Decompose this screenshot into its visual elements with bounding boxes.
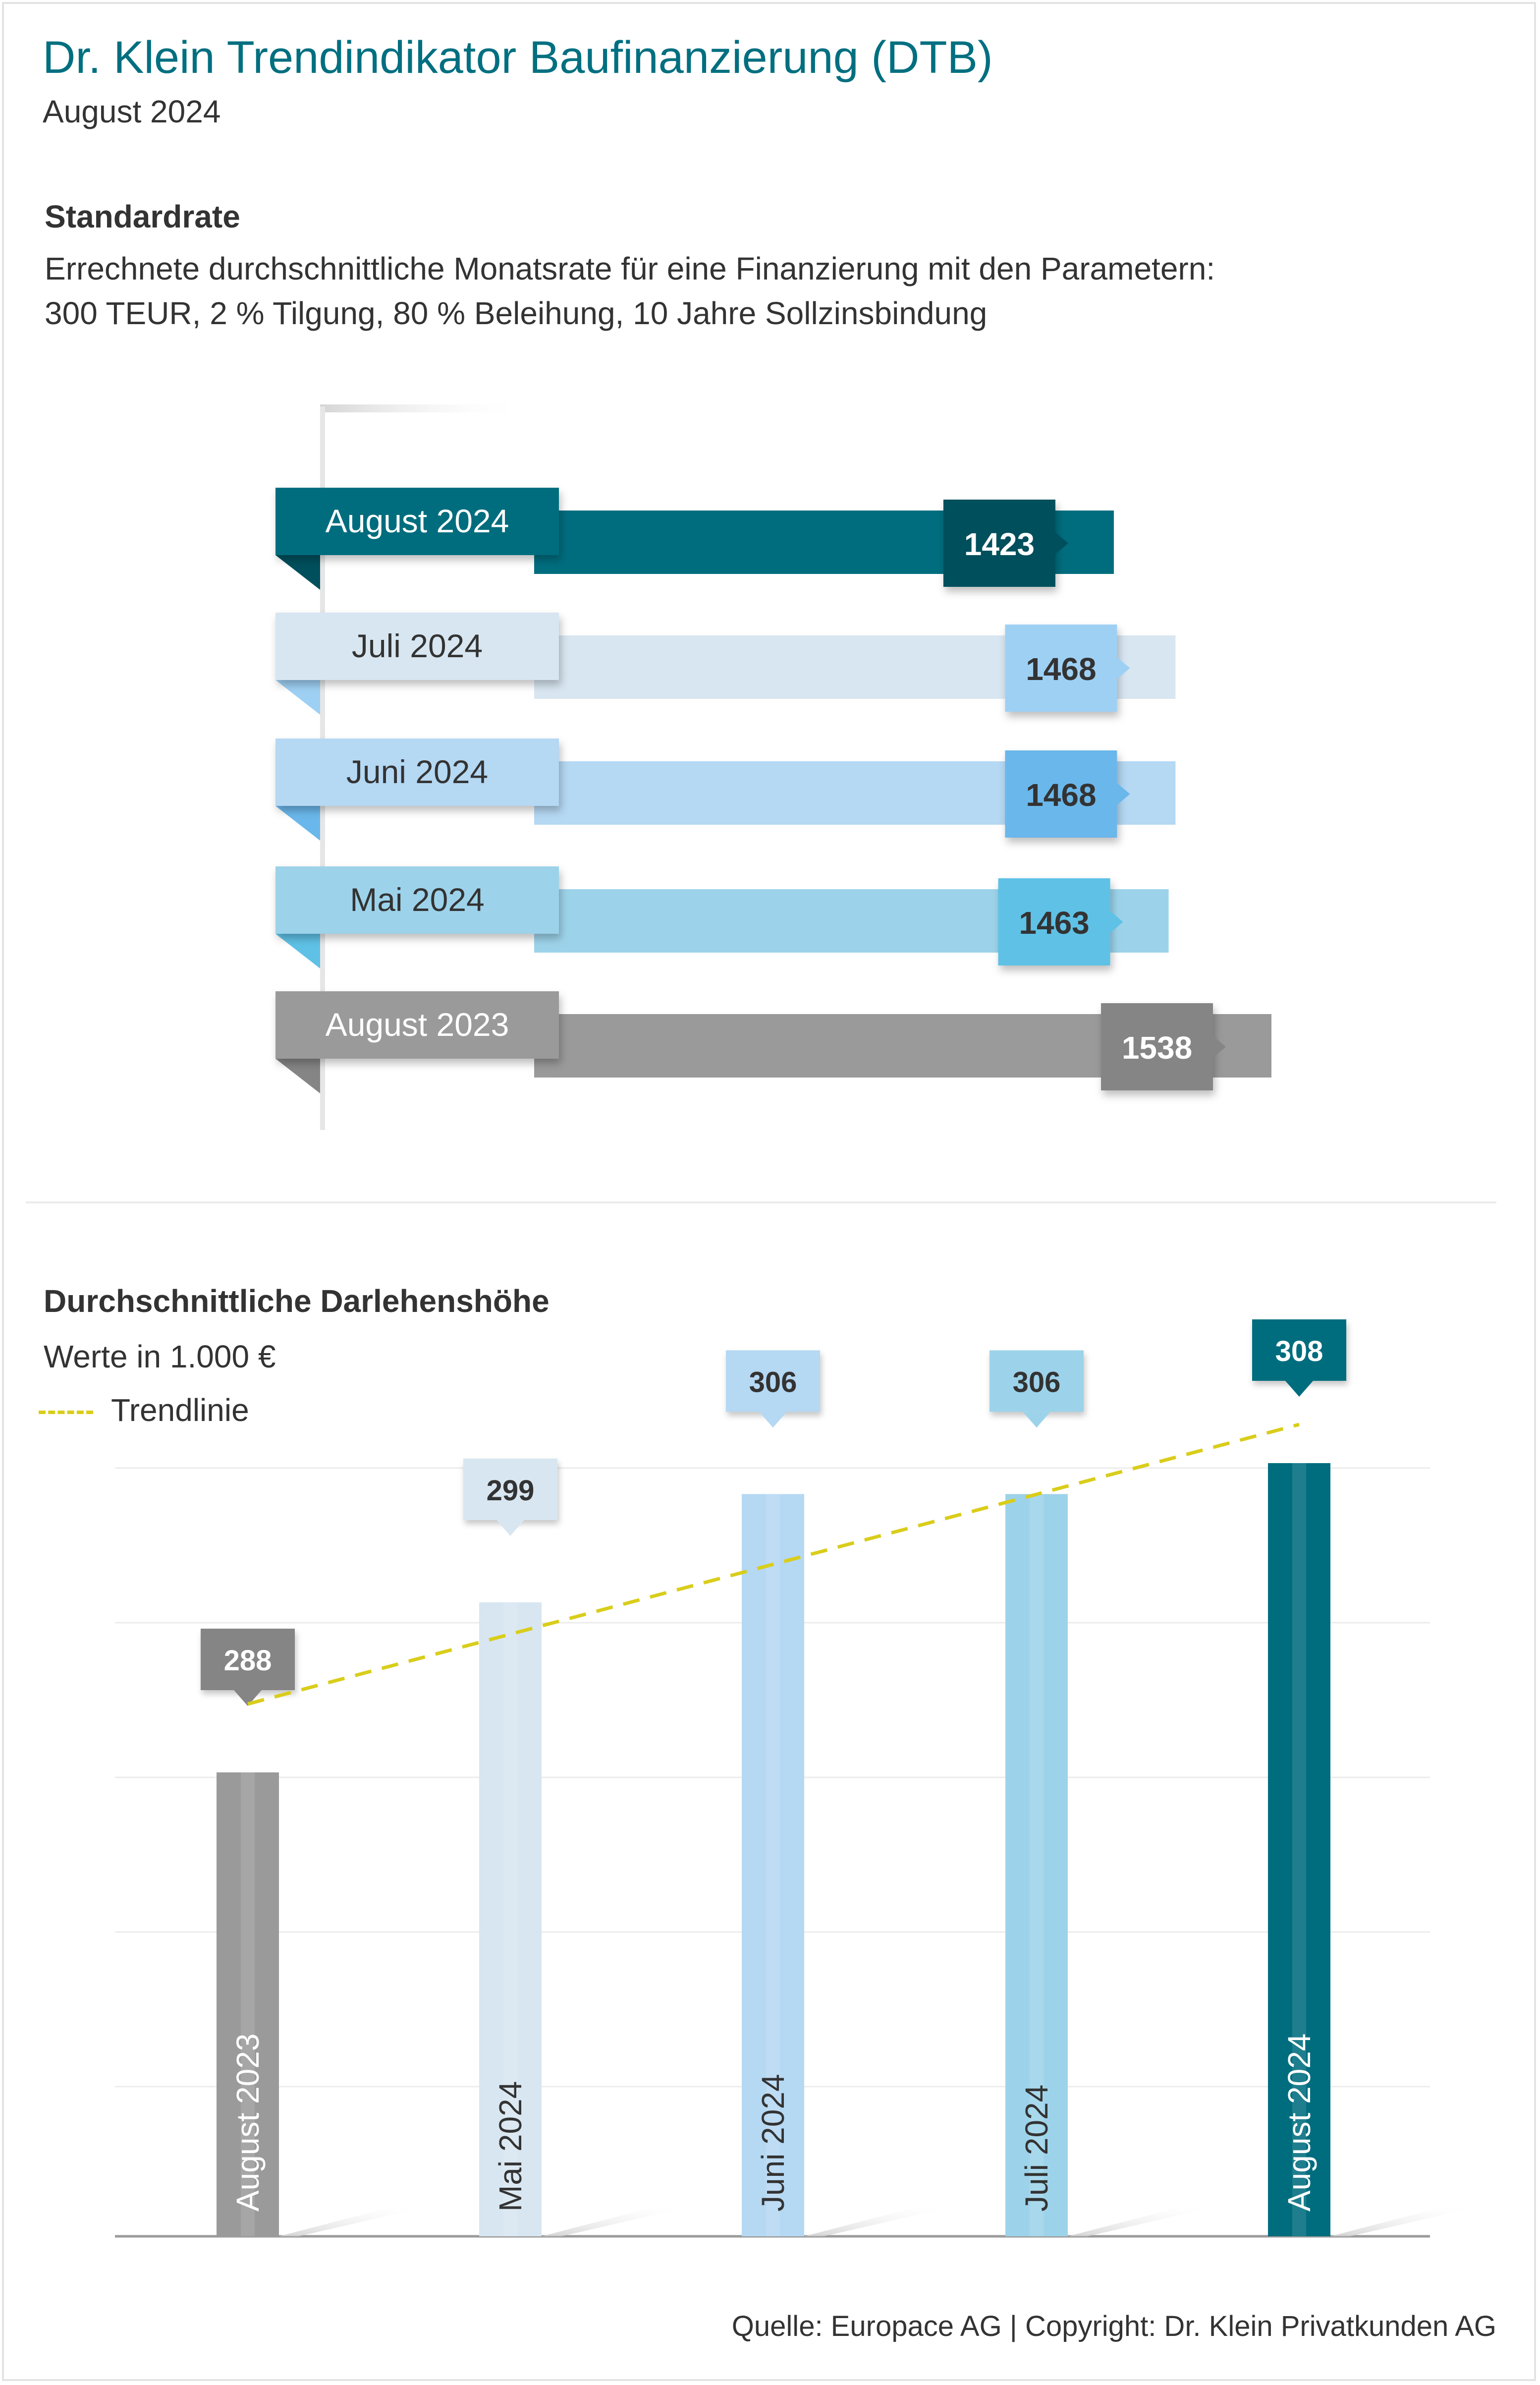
- standardrate-value-pointer: [1110, 911, 1123, 933]
- standardrate-row: Mai 2024 1463: [275, 866, 1169, 968]
- standardrate-row: Juli 2024 1468: [275, 613, 1176, 715]
- standardrate-description-line1: Errechnete durchschnittliche Monatsrate …: [45, 251, 1215, 286]
- standardrate-label-text: Juli 2024: [352, 627, 483, 664]
- hchart-axis-shade: [320, 404, 528, 412]
- standardrate-value-label: 1468: [1026, 777, 1096, 813]
- trendline-legend: Trendlinie: [39, 1392, 336, 1431]
- standardrate-row: August 2024 1423: [275, 488, 1114, 590]
- standardrate-label-fold: [275, 1059, 320, 1093]
- standardrate-description-line2: 300 TEUR, 2 % Tilgung, 80 % Beleihung, 1…: [45, 295, 988, 331]
- standardrate-value-pointer: [1117, 783, 1130, 805]
- standardrate-label-text: August 2024: [326, 503, 509, 539]
- standardrate-title: Standardrate: [45, 199, 240, 234]
- section-divider: [26, 1201, 1496, 1203]
- standardrate-label-fold: [275, 680, 320, 715]
- standardrate-label-fold: [275, 934, 320, 968]
- standardrate-value-badge: [1101, 1003, 1213, 1090]
- standardrate-label-box: [275, 991, 559, 1059]
- standardrate-value-badge: [943, 500, 1055, 587]
- standardrate-row: August 2023 1538: [275, 991, 1271, 1093]
- standardrate-row: Juni 2024 1468: [275, 738, 1176, 841]
- darlehenshoehe-title: Durchschnittliche Darlehenshöhe: [44, 1283, 550, 1319]
- standardrate-label-box: [275, 866, 559, 934]
- standardrate-label-box: [275, 613, 559, 680]
- standardrate-label-text: Mai 2024: [350, 881, 485, 918]
- standardrate-value-badge: [1005, 750, 1117, 838]
- standardrate-value-label: 1468: [1026, 651, 1096, 687]
- standardrate-label-box: [275, 488, 559, 555]
- standardrate-value-pointer: [1117, 657, 1130, 679]
- standardrate-value-label: 1538: [1122, 1030, 1192, 1066]
- standardrate-value-badge: [998, 878, 1110, 965]
- standardrate-value-label: 1423: [964, 526, 1035, 562]
- standardrate-label-text: Juni 2024: [346, 753, 488, 790]
- standardrate-value-label: 1463: [1019, 905, 1089, 941]
- trendline-legend-label: Trendlinie: [111, 1392, 249, 1428]
- darlehenshoehe-unit-note: Werte in 1.000 €: [44, 1339, 276, 1374]
- page-title: Dr. Klein Trendindikator Baufinanzierung…: [43, 32, 993, 83]
- page-subtitle: August 2024: [43, 94, 221, 129]
- standardrate-label-fold: [275, 555, 320, 590]
- standardrate-bar-chart: August 2024 1423 Juli 2024 1468 Juni 2024 146…: [275, 404, 1271, 1130]
- standardrate-label-box: [275, 738, 559, 806]
- standardrate-value-pointer: [1055, 532, 1068, 554]
- standardrate-value-badge: [1005, 625, 1117, 712]
- source-note: Quelle: Europace AG | Copyright: Dr. Kle…: [731, 2310, 1496, 2342]
- standardrate-label-fold: [275, 806, 320, 841]
- standardrate-value-pointer: [1213, 1036, 1226, 1058]
- trendline-legend-swatch: [39, 1411, 93, 1414]
- standardrate-label-text: August 2023: [326, 1006, 509, 1043]
